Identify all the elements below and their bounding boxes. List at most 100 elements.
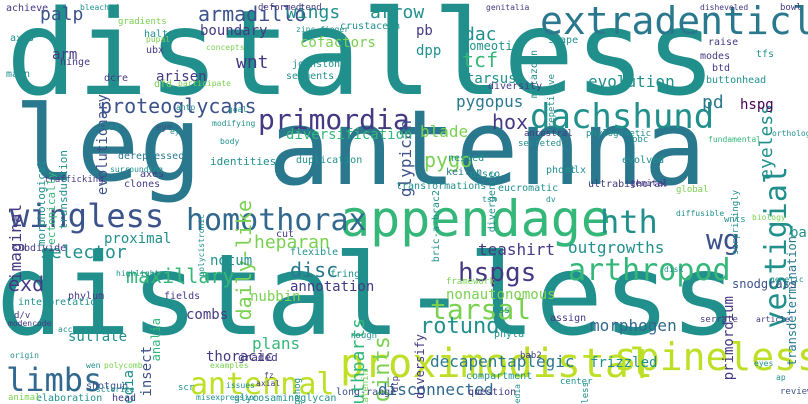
word: polycomb <box>104 361 143 370</box>
word: lies <box>98 123 120 133</box>
word: surrounding <box>110 165 163 174</box>
word: combs <box>186 307 229 323</box>
word: clones <box>124 179 161 190</box>
word: wnts <box>724 215 746 225</box>
word: buttonhead <box>706 75 767 86</box>
word: compartment <box>466 371 533 382</box>
word: body <box>220 137 240 146</box>
word: antp <box>176 103 196 112</box>
word: bleached <box>80 3 119 12</box>
word: participate <box>178 79 231 88</box>
word: scr <box>178 383 195 393</box>
word: hox <box>492 110 529 134</box>
word: zinc-finger <box>296 25 349 34</box>
word: pupal <box>146 35 171 44</box>
word: modes <box>700 51 731 62</box>
word: diversification <box>286 127 413 143</box>
word: accuracy <box>58 325 97 334</box>
word: notum <box>210 253 253 269</box>
word: tarsus <box>466 71 517 87</box>
word: proximal <box>104 231 172 247</box>
word: beta-catenin <box>361 370 371 404</box>
word: review <box>780 387 808 397</box>
word: hspgs <box>458 258 537 288</box>
word: ey <box>170 127 180 136</box>
word: duplication <box>296 155 363 166</box>
word: wings <box>286 2 341 23</box>
word: misexpression <box>196 393 259 402</box>
word: wnt <box>236 52 269 73</box>
word: identities <box>210 155 277 168</box>
word: modencode <box>8 319 52 328</box>
word: ss <box>498 305 511 316</box>
word: hspg <box>740 97 774 113</box>
word: nonautonomous <box>446 287 556 303</box>
word: d/v <box>14 311 31 321</box>
word: trafficking <box>44 175 104 185</box>
word: repetitive <box>547 74 557 129</box>
word: genitalia <box>486 3 530 12</box>
word: spineless <box>614 335 808 379</box>
word: goal <box>228 105 248 114</box>
word: biology <box>752 213 786 222</box>
word: eyes <box>754 359 774 368</box>
word: gradients <box>118 17 167 27</box>
word: morphogen <box>590 316 677 335</box>
word: btd <box>712 63 731 74</box>
word: pygopus <box>456 92 524 111</box>
word: bab2 <box>520 351 542 361</box>
word: dac <box>464 24 497 45</box>
word: palp <box>40 4 84 25</box>
word: crustacean <box>340 21 401 32</box>
word: wingless <box>10 197 165 235</box>
word: cut <box>276 229 295 240</box>
word: blade <box>420 122 469 141</box>
word: frizzled <box>590 355 658 371</box>
word: shotgun <box>86 381 129 392</box>
word: sulfate <box>68 329 128 345</box>
word: rotund <box>420 314 500 339</box>
word: tsh <box>482 195 497 204</box>
word: transformations <box>396 181 487 192</box>
word: disconnected <box>378 380 494 399</box>
word: long-range <box>336 387 397 398</box>
word: analia <box>149 318 163 362</box>
word: raise <box>708 37 739 48</box>
word: teashirt <box>478 240 556 259</box>
word: arm <box>52 47 78 63</box>
word: framework <box>446 277 495 287</box>
word: dachshund <box>530 97 715 137</box>
word: concepts <box>206 43 245 52</box>
word: phyla <box>494 329 525 340</box>
word: tcf <box>462 48 499 72</box>
word: antennapedia <box>513 384 522 404</box>
word: antennal <box>190 367 335 402</box>
word: interpretation <box>18 297 103 308</box>
word: transdetermination <box>785 236 799 367</box>
word: leg <box>14 83 202 205</box>
word: transduction <box>57 150 70 230</box>
word: achieve <box>6 3 49 14</box>
word: disc <box>290 258 339 282</box>
word: johnston <box>292 59 341 70</box>
word: tfs <box>756 49 775 60</box>
word: highlight <box>116 269 160 278</box>
word: ap <box>776 373 786 382</box>
word: proximodistal <box>340 341 654 387</box>
word: hedgehog <box>293 378 303 404</box>
word: tend <box>300 3 322 13</box>
word: evolution <box>588 72 675 91</box>
word: hinge <box>60 57 91 68</box>
word: antenna <box>268 87 707 209</box>
word: thoracic <box>206 349 274 365</box>
word: main <box>6 69 31 80</box>
word: boundary <box>200 23 268 39</box>
word: eye <box>156 123 173 133</box>
word: plans <box>252 334 301 353</box>
word: pygo <box>424 148 473 172</box>
word: phorc <box>546 165 577 176</box>
word: appendage <box>340 190 611 248</box>
word: phylogenetic <box>586 129 652 139</box>
word: ancestral <box>524 129 573 139</box>
word: halteres <box>144 29 193 40</box>
